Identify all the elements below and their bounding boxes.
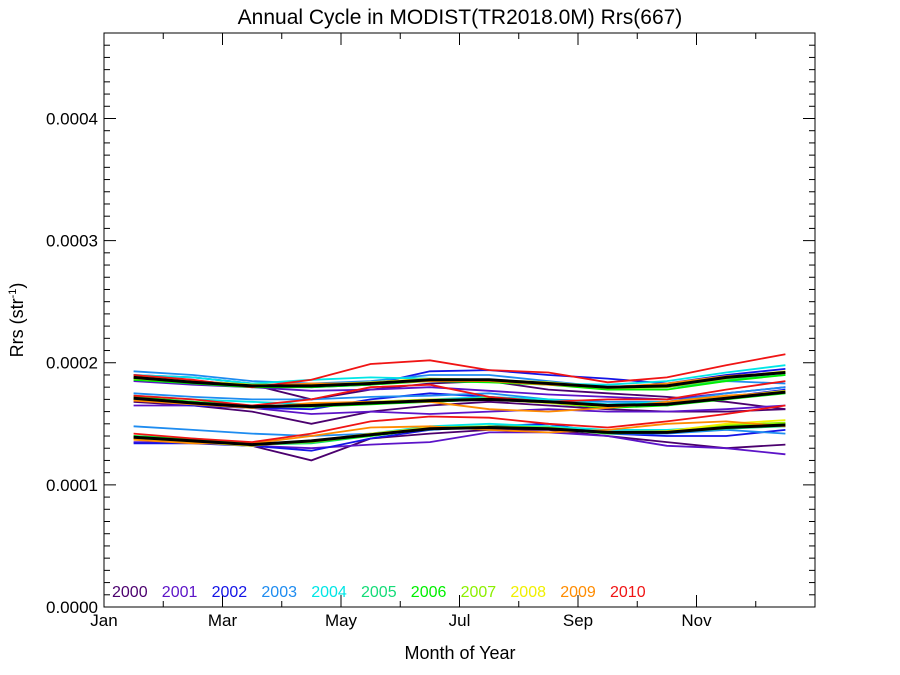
legend-item-2000: 2000	[112, 584, 148, 601]
x-tick-label: Nov	[681, 611, 712, 630]
y-axis-label-close: )	[7, 283, 27, 289]
legend-item-2004: 2004	[311, 584, 347, 601]
y-axis-ticks: 0.0000 0.0001 0.0002 0.0003 0.0004	[46, 44, 815, 617]
legend-item-2001: 2001	[162, 584, 198, 601]
x-tick-label: Mar	[208, 611, 238, 630]
legend-item-2002: 2002	[212, 584, 248, 601]
series-line-2010-2	[133, 380, 786, 407]
legend-item-2008: 2008	[510, 584, 546, 601]
x-tick-label: Jan	[90, 611, 117, 630]
legend-item-2003: 2003	[261, 584, 297, 601]
y-tick-label: 0.0000	[46, 598, 98, 617]
legend: 2000 2001 2002 2003 2004 2005 2006 2007 2008 2009…	[112, 584, 646, 601]
x-tick-label: Jul	[449, 611, 471, 630]
y-axis-label: Rrs (str-1)	[7, 283, 27, 358]
legend-item-2009: 2009	[560, 584, 596, 601]
legend-item-2005: 2005	[361, 584, 397, 601]
mean-line-2	[133, 390, 786, 409]
y-tick-label: 0.0002	[46, 354, 98, 373]
x-axis-label: Month of Year	[404, 643, 515, 663]
mean-line-3	[133, 423, 786, 447]
legend-item-2006: 2006	[411, 584, 447, 601]
plot-lines	[133, 353, 786, 462]
y-axis-label-main: Rrs (str	[7, 298, 27, 357]
x-axis-ticks: Jan Mar May Jul Sep Nov	[90, 33, 757, 630]
y-tick-label: 0.0003	[46, 232, 98, 251]
mean-line-1	[133, 371, 786, 389]
y-axis-label-superscript: -1	[7, 289, 19, 299]
chart-title: Annual Cycle in MODIST(TR2018.0M) Rrs(66…	[238, 6, 683, 29]
y-tick-label: 0.0004	[46, 109, 98, 128]
x-tick-label: Sep	[563, 611, 593, 630]
series-line-2010-3	[133, 404, 786, 444]
legend-item-2010: 2010	[610, 584, 646, 601]
y-tick-label: 0.0001	[46, 476, 98, 495]
x-tick-label: May	[325, 611, 358, 630]
legend-item-2007: 2007	[461, 584, 497, 601]
plot-frame	[103, 32, 816, 608]
